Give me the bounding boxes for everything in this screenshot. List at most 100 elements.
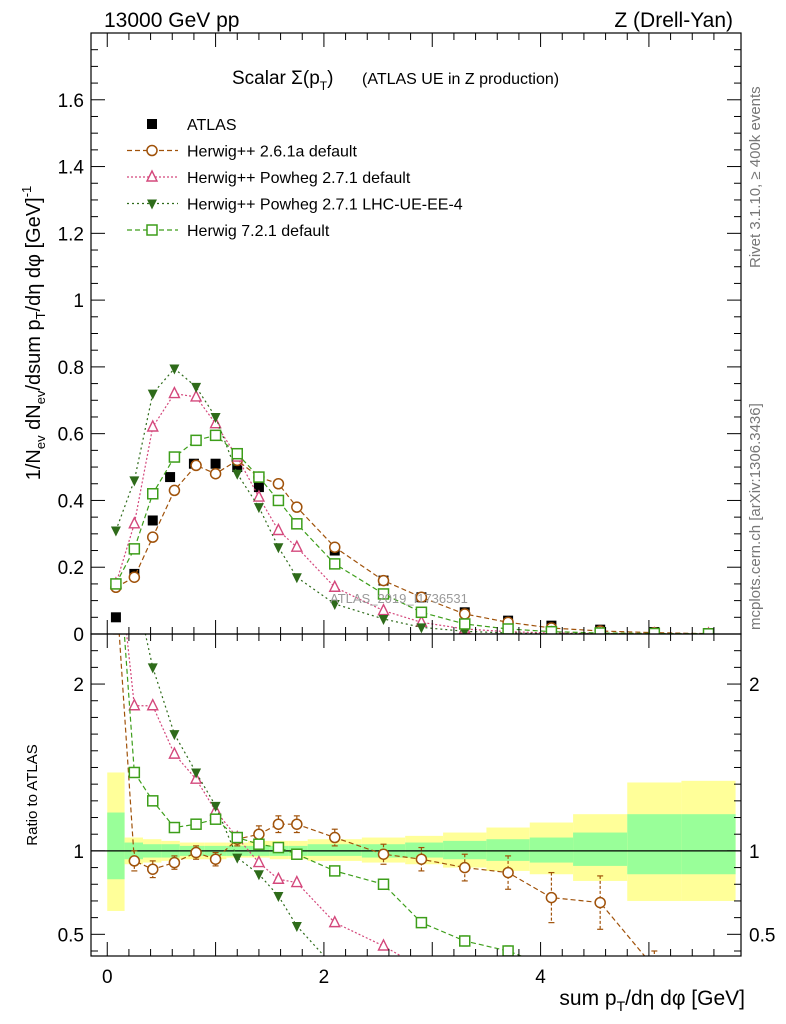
ratio-point: [231, 831, 243, 844]
series-open-circle: [110, 454, 715, 634]
data-point: [168, 451, 181, 463]
ratio-point: [190, 846, 202, 859]
ratio-point: [168, 856, 181, 869]
ytick-label: 1.6: [58, 91, 84, 112]
data-point: [328, 579, 341, 592]
ratio-point: [147, 795, 159, 807]
data-point: [147, 531, 159, 543]
main-panel: 0 0.2 0.4 0.6 0.8 1 1.2 1.4 1.6: [58, 32, 742, 646]
ratio-point: [168, 821, 181, 834]
ratio-ytick-label-right: 2: [749, 675, 760, 696]
ratio-point: [146, 698, 159, 711]
ytick-label: 0.6: [58, 425, 84, 446]
ytick-label: 1.2: [58, 224, 84, 245]
series-open-square: [110, 429, 715, 634]
data-point: [191, 382, 202, 393]
ratio-point: [253, 828, 265, 840]
main-ylabel: 1/Nev dNev/dsum pT/dη dφ [GeV]-1: [19, 186, 48, 481]
data-point: [252, 489, 266, 502]
ratio-xlabel: sum pT/dη dφ [GeV]: [559, 987, 745, 1014]
ratio-yaxis: 0.5 0.5 1 1 2 2: [58, 650, 775, 952]
data-point: [273, 543, 284, 554]
ratio-point: [329, 865, 341, 877]
ytick-label: 0.8: [58, 358, 84, 379]
data-point: [128, 571, 141, 583]
ratio-point: [649, 963, 659, 973]
data-point: [147, 515, 158, 526]
ratio-panel: 0 2 4 0.5 0.5 1 1 2 2: [58, 33, 775, 988]
legend-label: Herwig++ 2.6.1a default: [187, 144, 357, 161]
data-point: [594, 627, 606, 634]
main-yaxis: 0 0.2 0.4 0.6 0.8 1 1.2 1.4 1.6: [58, 49, 741, 646]
xtick-label: 4: [535, 967, 546, 988]
data-point: [209, 429, 222, 442]
uncertainty-band-green: [681, 814, 736, 875]
uncertainty-band-green: [573, 832, 628, 866]
ratio-line: [144, 634, 325, 956]
ratio-point: [416, 962, 426, 972]
data-point: [232, 462, 243, 473]
data-point: [110, 578, 122, 590]
data-point: [147, 389, 158, 400]
ratio-point: [291, 848, 303, 860]
data-point: [169, 364, 180, 375]
energy-label: 13000 GeV pp: [104, 9, 239, 32]
data-point: [459, 618, 471, 630]
ratio-point: [415, 853, 428, 865]
data-point: [209, 467, 222, 480]
ratio-point: [545, 891, 558, 904]
ratio-ylabel: Ratio to ATLAS: [24, 744, 41, 845]
ratio-point: [459, 935, 471, 947]
ratio-point: [291, 921, 302, 932]
data-point: [210, 412, 221, 423]
data-point: [377, 588, 390, 600]
legend: ATLAS Herwig++ 2.6.1a default Herwig++ Pow…: [127, 117, 463, 240]
legend-marker: [146, 224, 158, 236]
ratio-series-filled-triangle-down: [144, 634, 340, 974]
ratio-point: [377, 848, 390, 860]
xtick-label: 2: [319, 967, 330, 988]
data-point: [545, 625, 558, 634]
data-point: [291, 573, 302, 584]
data-point: [416, 623, 427, 634]
data-point: [190, 459, 202, 472]
plot-title: Scalar Σ(pT) (ATLAS UE in Z production): [232, 68, 559, 93]
data-point: [190, 434, 202, 447]
ratio-point: [128, 766, 141, 779]
ratio-point: [377, 878, 390, 891]
ratio-point: [546, 963, 556, 973]
data-point: [291, 518, 303, 530]
data-point: [165, 472, 176, 483]
legend-label: Herwig 7.2.1 default: [187, 223, 330, 240]
ratio-ytick-label: 1: [73, 842, 84, 863]
legend-entry: Herwig++ Powheg 2.7.1 LHC-UE-EE-4: [127, 197, 463, 214]
ratio-point: [232, 853, 243, 864]
data-point: [110, 526, 121, 537]
svg-text:1/Nev dNev/dsum pT/dη dφ [GeV]: 1/Nev dNev/dsum pT/dη dφ [GeV]-1: [19, 186, 48, 481]
data-point: [272, 478, 285, 490]
data-point: [253, 471, 265, 483]
xaxis: 0 2 4: [102, 33, 715, 988]
title-rest: (ATLAS UE in Z production): [362, 71, 559, 88]
ratio-point: [502, 945, 514, 956]
ytick-label: 1.4: [58, 158, 85, 179]
data-point: [210, 458, 221, 469]
data-point: [128, 543, 141, 555]
svg-text:Scalar Σ(pT): Scalar Σ(pT): [232, 68, 333, 93]
uncertainty-band-green: [529, 837, 574, 863]
ratio-point: [329, 831, 341, 844]
title-main: Scalar Σ(p: [232, 68, 320, 89]
ratio-point: [459, 861, 471, 874]
legend-marker: [147, 119, 157, 129]
data-point: [128, 516, 141, 529]
legend-entry: Herwig++ Powheg 2.7.1 default: [127, 169, 411, 187]
uncertainty-band-green: [486, 839, 530, 861]
data-point: [378, 614, 389, 625]
ratio-series-open-circle: [112, 634, 659, 973]
series-filled-square: [110, 458, 714, 634]
svg-text:sum pT/dη dφ [GeV]: sum pT/dη dφ [GeV]: [559, 987, 745, 1014]
ratio-point: [169, 730, 180, 741]
ratio-point: [290, 875, 303, 888]
rivet-version-label: Rivet 3.1.10, ≥ 400k events: [747, 86, 764, 268]
ratio-point: [330, 964, 340, 974]
